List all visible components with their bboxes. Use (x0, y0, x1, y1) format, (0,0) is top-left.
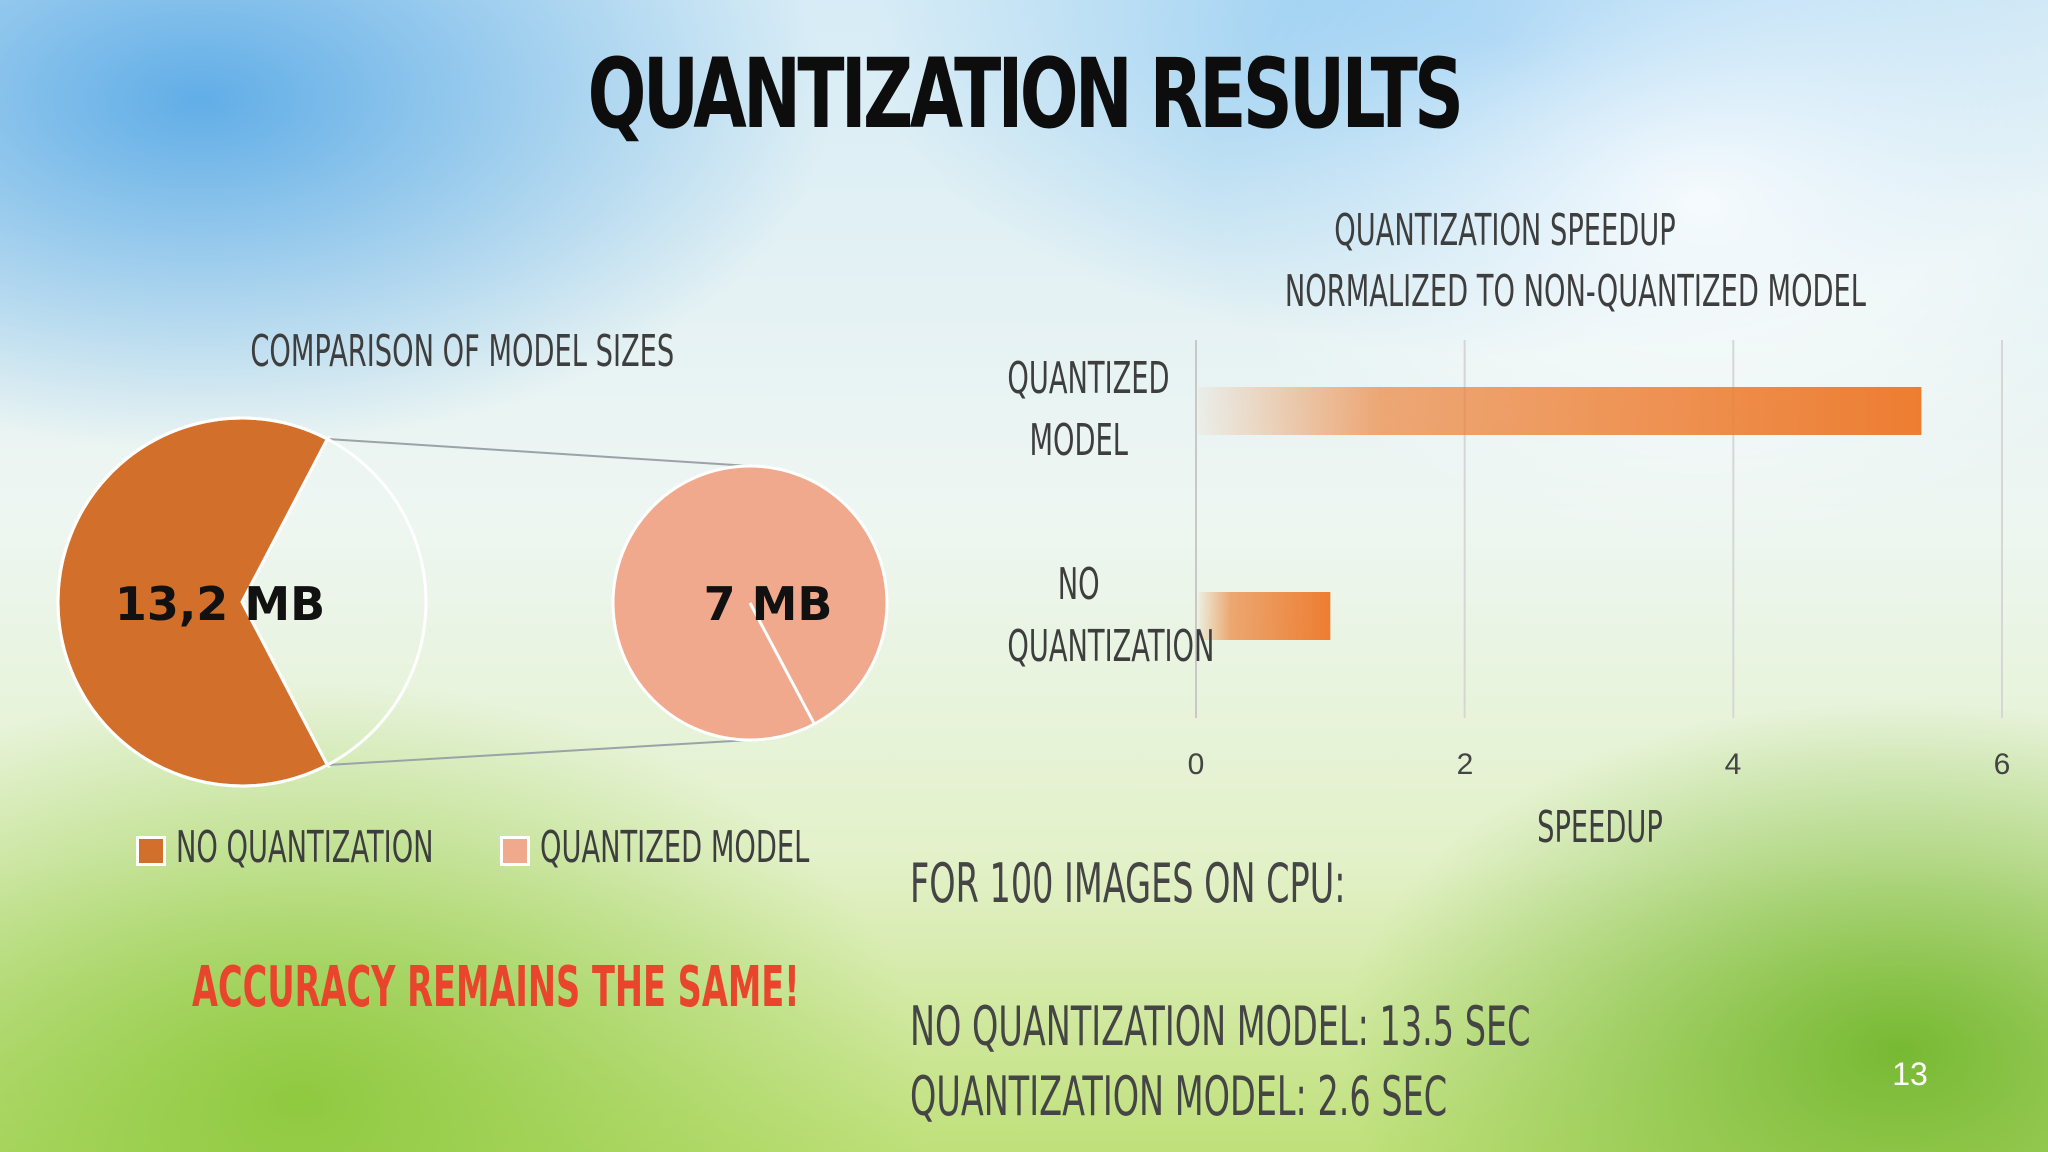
legend-swatch-quantized-model (500, 836, 530, 866)
x-axis-label: SPEEDUP (1537, 802, 1663, 853)
cpu-no-quantization-time: NO QUANTIZATION MODEL: 13.5 SEC (910, 995, 1531, 1058)
slide-title: QUANTIZATION RESULTS (587, 38, 1464, 150)
accuracy-note: ACCURACY REMAINS THE SAME! (192, 955, 800, 1020)
category-label-no-quantization-line-1: NO (1057, 559, 1100, 610)
category-label-no-quantization-line-2: QUANTIZATION (1007, 621, 1215, 672)
page-number: 13 (1892, 1056, 1928, 1092)
category-label-quantized-model-line-1: QUANTIZED (1007, 353, 1170, 404)
x-tick-label-4: 4 (1724, 748, 1742, 781)
legend-swatch-no-quantization (136, 836, 166, 866)
legend-label-no-quantization: NO QUANTIZATION (176, 822, 434, 873)
bar-no-quantization (1198, 592, 1331, 640)
pie-data-label-quantized-model: 7 MB (704, 577, 833, 631)
bar-quantized-model (1198, 387, 1922, 435)
pie-connector-bottom (327, 739, 751, 767)
cpu-heading: FOR 100 IMAGES ON CPU: (910, 852, 1346, 915)
pie-chart: 13,2 MB 7 MB (56, 416, 889, 788)
category-label-quantized-model: QUANTIZED MODEL (1007, 348, 1170, 472)
bar-chart-title-line-1: QUANTIZATION SPEEDUP (1334, 205, 1676, 256)
category-label-no-quantization: NO QUANTIZATION (1007, 554, 1215, 678)
category-label-quantized-model-line-2: MODEL (1029, 415, 1128, 466)
pie-outline (56, 416, 428, 788)
pie-secondary-divider (748, 602, 816, 725)
pie-connector-top (327, 437, 751, 467)
bar-chart (1195, 340, 2003, 718)
x-tick-label-0: 0 (1187, 748, 1205, 781)
legend-label-quantized-model: QUANTIZED MODEL (540, 822, 810, 873)
pie-data-label-no-quantization: 13,2 MB (115, 577, 325, 631)
x-tick-label-2: 2 (1456, 748, 1474, 781)
cpu-quantization-time: QUANTIZATION MODEL: 2.6 SEC (910, 1065, 1448, 1128)
bar-chart-title-line-2: NORMALIZED TO NON-QUANTIZED MODEL (1284, 266, 1866, 317)
x-tick-label-6: 6 (1993, 748, 2011, 781)
pie-chart-title: COMPARISON OF MODEL SIZES (250, 326, 675, 377)
